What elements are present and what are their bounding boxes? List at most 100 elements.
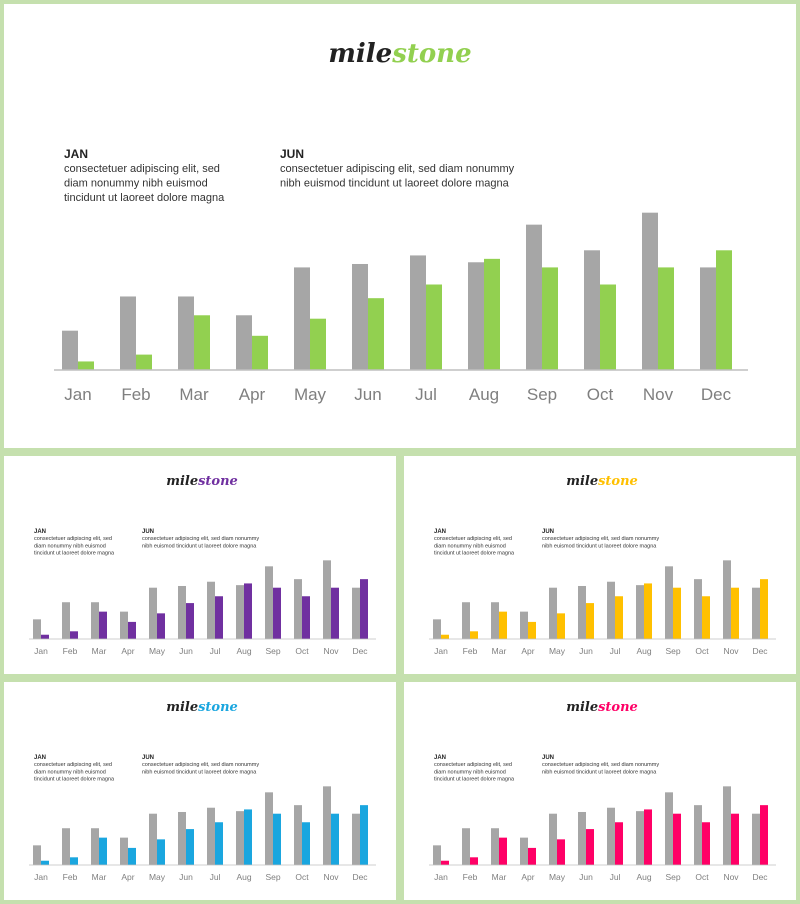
x-tick-label: Feb <box>121 385 150 404</box>
x-tick-label: Sep <box>265 646 280 656</box>
slide-panel-purple: milestone JAN consectetuer adipiscing elit… <box>0 452 400 678</box>
annotation-title: JAN <box>434 755 446 761</box>
annotation-line: tincidunt ut laoreet dolore magna <box>434 551 515 557</box>
annotation-line: nibh euismod tincidunt ut laoreet dolore… <box>142 543 257 549</box>
bar-apr-series-1 <box>236 315 252 370</box>
x-tick-label: Jan <box>34 872 48 882</box>
bar-nov-series-1 <box>723 786 731 865</box>
x-tick-label: Oct <box>295 872 309 882</box>
bar-jan-series-1 <box>62 330 78 370</box>
bar-apr-series-2 <box>252 335 268 370</box>
x-tick-label: Mar <box>92 872 107 882</box>
bar-jan-series-2 <box>78 361 94 370</box>
x-tick-label: Jul <box>210 646 221 656</box>
bar-jun-series-2 <box>186 829 194 865</box>
bar-oct-series-2 <box>600 284 616 370</box>
x-tick-label: Apr <box>121 646 134 656</box>
bar-jul-series-1 <box>607 581 615 639</box>
logo-text-part1: mile <box>166 700 198 715</box>
x-tick-label: Nov <box>323 646 339 656</box>
bar-jun-series-2 <box>586 829 594 865</box>
logo-text-part2: stone <box>198 474 238 489</box>
x-tick-label: Aug <box>636 872 651 882</box>
x-tick-label: Mar <box>492 646 507 656</box>
bar-nov-series-1 <box>323 560 331 639</box>
bar-jan-series-2 <box>441 860 449 865</box>
x-tick-label: May <box>294 385 327 404</box>
bar-may-series-1 <box>149 587 157 639</box>
bar-apr-series-1 <box>520 837 528 865</box>
bar-mar-series-2 <box>499 611 507 639</box>
annotation-line: nibh euismod tincidunt ut laoreet dolore… <box>542 769 657 775</box>
bar-jul-series-1 <box>410 255 426 370</box>
x-tick-label: Mar <box>92 646 107 656</box>
bar-feb-series-1 <box>62 828 70 865</box>
bar-jan-series-1 <box>433 619 441 639</box>
x-tick-label: May <box>149 872 166 882</box>
x-tick-label: Aug <box>236 872 251 882</box>
annotation-line: diam nonummy nibh euismod <box>34 543 106 549</box>
bar-sep-series-1 <box>665 792 673 865</box>
bar-oct-series-2 <box>702 596 710 639</box>
bar-sep-series-1 <box>265 792 273 865</box>
bar-jun-series-1 <box>578 585 586 639</box>
x-tick-label: Nov <box>723 646 739 656</box>
x-tick-label: Oct <box>295 646 309 656</box>
logo-text-part1: mile <box>328 39 392 69</box>
x-tick-label: Dec <box>701 385 732 404</box>
bar-may-series-2 <box>557 613 565 639</box>
annotation-line: diam nonummy nibh euismod <box>34 769 106 775</box>
annotation-line: tincidunt ut laoreet dolore magna <box>34 551 115 557</box>
annotation-title: JUN <box>542 529 554 535</box>
x-tick-label: Jan <box>64 385 91 404</box>
bar-dec-series-2 <box>360 805 368 865</box>
bar-mar-series-2 <box>99 611 107 639</box>
bar-feb-series-2 <box>470 631 478 639</box>
bar-oct-series-1 <box>584 250 600 370</box>
bar-dec-series-1 <box>752 813 760 865</box>
bar-jun-series-2 <box>368 298 384 370</box>
bar-nov-series-2 <box>731 813 739 865</box>
bar-jun-series-2 <box>586 603 594 639</box>
x-tick-label: Oct <box>587 385 614 404</box>
x-tick-label: Jul <box>610 872 621 882</box>
x-tick-label: Jul <box>415 385 437 404</box>
bar-oct-series-1 <box>694 805 702 865</box>
annotation-line: consectetuer adipiscing elit, sed diam n… <box>542 762 659 768</box>
x-tick-label: Aug <box>236 646 251 656</box>
x-tick-label: Feb <box>463 646 478 656</box>
x-tick-label: Oct <box>695 646 709 656</box>
bar-mar-series-1 <box>491 828 499 865</box>
bar-may-series-2 <box>157 613 165 639</box>
bar-feb-series-1 <box>120 296 136 370</box>
x-tick-label: Dec <box>752 872 768 882</box>
logo-text-part2: stone <box>598 700 638 715</box>
bar-nov-series-2 <box>658 267 674 370</box>
bar-dec-series-1 <box>700 267 716 370</box>
bar-mar-series-2 <box>99 837 107 865</box>
slide-panel-pink: milestone JAN consectetuer adipiscing elit… <box>400 678 800 904</box>
logo-text-part2: stone <box>598 474 638 489</box>
x-tick-label: Apr <box>121 872 134 882</box>
x-tick-label: May <box>549 646 566 656</box>
bar-nov-series-2 <box>731 587 739 639</box>
bar-feb-series-1 <box>462 602 470 639</box>
bar-jul-series-2 <box>615 596 623 639</box>
x-tick-label: Sep <box>265 872 280 882</box>
bar-apr-series-2 <box>128 621 136 639</box>
slide-panel-yellow: milestone JAN consectetuer adipiscing elit… <box>400 452 800 678</box>
annotation-line: nibh euismod tincidunt ut laoreet dolore… <box>542 543 657 549</box>
annotation-line: consectetuer adipiscing elit, sed diam n… <box>142 762 259 768</box>
annotation-line: diam nonummy nibh euismod <box>434 543 506 549</box>
logo-text-part2: stone <box>198 700 238 715</box>
x-tick-label: Jun <box>579 646 593 656</box>
x-tick-label: Jun <box>179 646 193 656</box>
bar-oct-series-2 <box>702 822 710 865</box>
annotation-line: consectetuer adipiscing elit, sed diam n… <box>280 163 515 175</box>
x-tick-label: Apr <box>239 385 266 404</box>
x-tick-label: Dec <box>752 646 768 656</box>
bar-may-series-2 <box>157 839 165 865</box>
